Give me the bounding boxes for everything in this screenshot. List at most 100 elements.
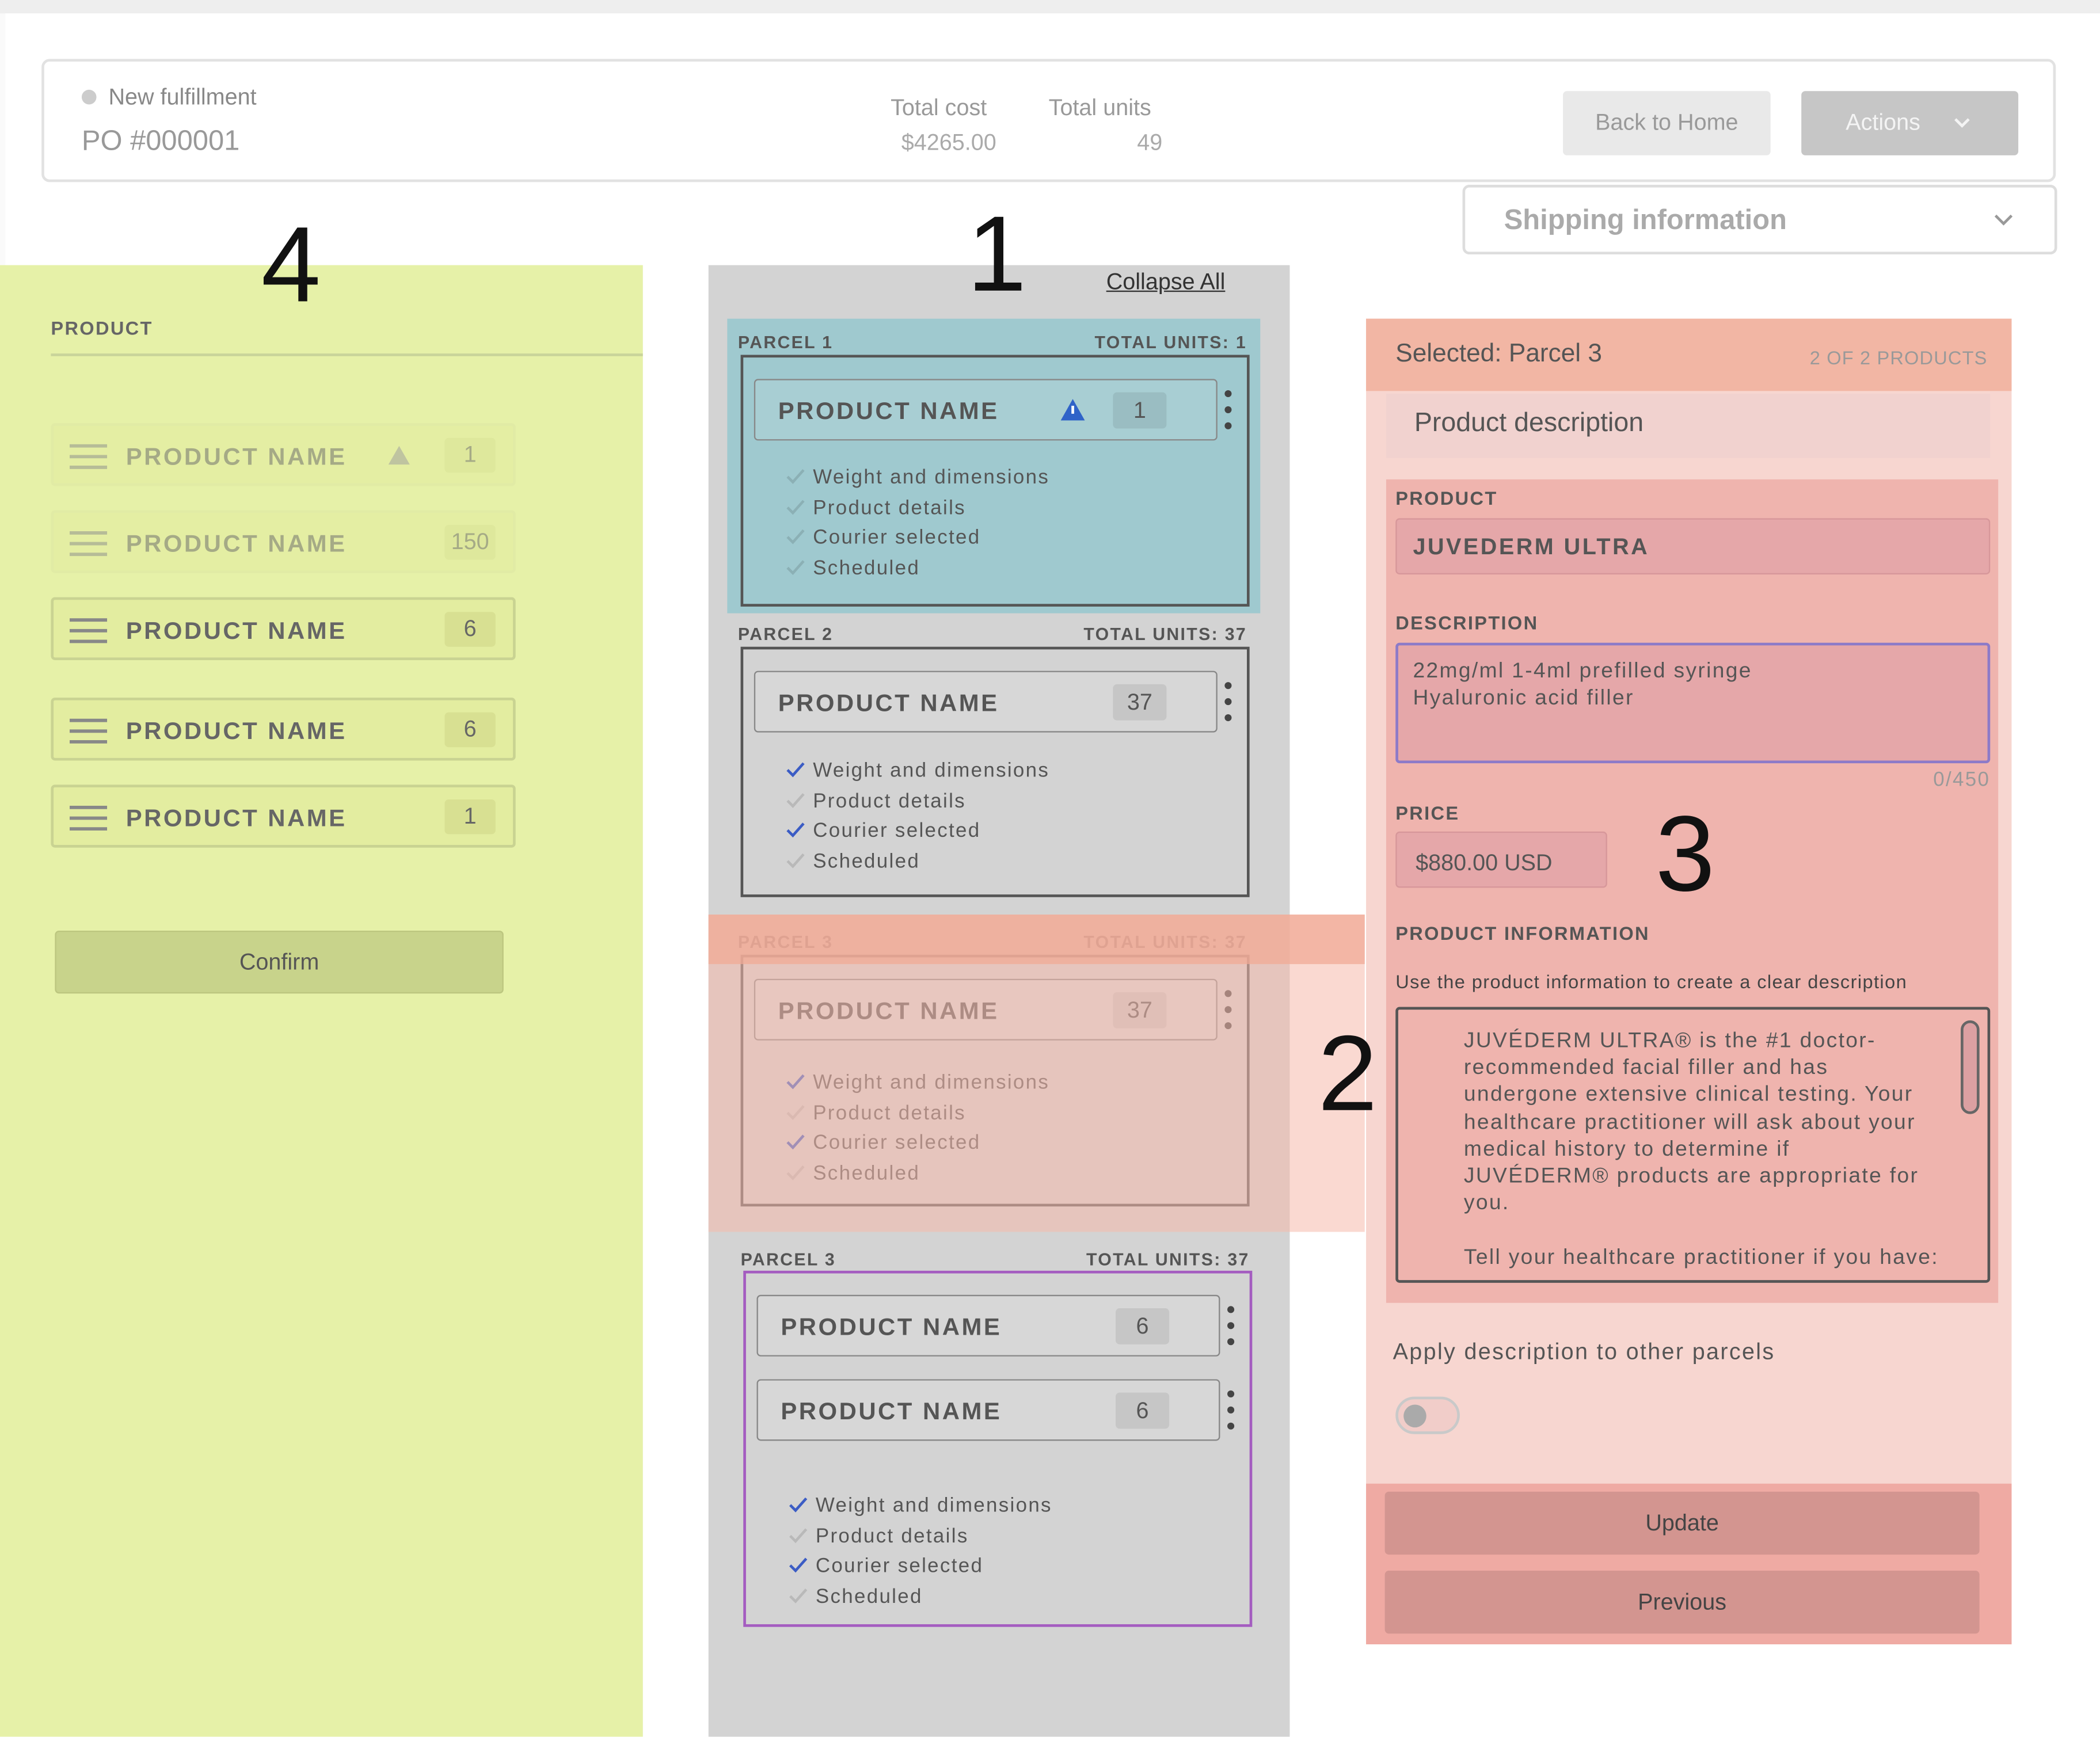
top-strip [0,0,2100,14]
check-icon [786,852,805,868]
product-row[interactable]: PRODUCT NAME 6 [756,1294,1220,1357]
divider [51,353,643,356]
check-icon [786,529,805,544]
product-row[interactable]: PRODUCT NAME 150 [51,510,516,573]
product-name: PRODUCT NAME [125,443,347,470]
info-field[interactable]: JUVÉDERM ULTRA® is the #1 doctor-recomme… [1395,1007,1991,1283]
product-name: PRODUCT NAME [125,617,347,645]
check-icon [789,1557,808,1573]
header: New fulfillment PO #000001 Total cost $4… [41,59,2056,182]
total-cost: $4265.00 [901,129,996,155]
warning-icon [388,445,410,465]
confirm-button[interactable]: Confirm [55,930,504,994]
qty-badge: 1 [1113,392,1167,429]
detail-panel: Selected: Parcel 3 2 OF 2 PRODUCTS Produ… [1366,318,2012,1644]
check-icon [786,499,805,515]
product-row[interactable]: PRODUCT NAME 6 [756,1379,1220,1441]
price-field[interactable]: $880.00 USD [1395,831,1607,888]
check-icon [786,469,805,484]
previous-button[interactable]: Previous [1384,1571,1980,1634]
section-bar: Product description [1386,393,1991,458]
drag-handle [69,531,108,557]
parcel-box: PRODUCT NAME 1 Weight and dimensions Produc… [740,355,1250,607]
checklist-item: Scheduled [813,850,920,873]
product-row[interactable]: PRODUCT NAME 6 [51,597,516,660]
product-name: PRODUCT NAME [125,530,347,557]
annotation: 2 [1318,1014,1378,1133]
checklist-item: Weight and dimensions [815,1494,1052,1517]
qty-badge: 150 [444,524,496,560]
kebab-menu [1224,390,1232,429]
detail-header: Selected: Parcel 3 2 OF 2 PRODUCTS [1366,318,2012,391]
annotation: 1 [967,194,1027,314]
checklist-item: Scheduled [813,556,920,580]
form-area: PRODUCT JUVEDERM ULTRA DESCRIPTION 22mg/… [1386,479,1999,1303]
description-text: 22mg/ml 1-4ml prefilled syringe Hyaluron… [1413,660,1752,710]
parcel-label: PARCEL 1 [737,332,834,352]
product-name: PRODUCT NAME [125,805,347,832]
checklist-item: Courier selected [813,819,981,843]
checklist-item: Product details [813,789,966,813]
product-name: PRODUCT NAME [781,1313,1002,1340]
product-name: PRODUCT NAME [778,690,999,717]
total-cost-label: Total cost [891,95,987,121]
product-count: 2 OF 2 PRODUCTS [1809,346,1988,368]
drag-handle [69,444,108,469]
product-row[interactable]: PRODUCT NAME 1 [51,784,516,848]
selected-parcel: Selected: Parcel 3 [1395,340,1603,368]
highlight-band [708,915,1365,965]
info-text: JUVÉDERM ULTRA® is the #1 doctor-recomme… [1463,1030,1939,1269]
back-button[interactable]: Back to Home [1563,91,1771,155]
total-units-label: Total units [1048,95,1151,121]
description-field[interactable]: 22mg/ml 1-4ml prefilled syringe Hyaluron… [1395,642,1991,764]
info-hint: Use the product information to create a … [1395,970,1908,992]
toggle[interactable] [1395,1396,1460,1434]
status-dot [81,89,97,105]
scrollbar[interactable] [1961,1020,1980,1114]
checklist-item: Courier selected [813,526,981,549]
parcel-units: TOTAL UNITS: 37 [1086,1249,1250,1270]
product-field[interactable]: JUVEDERM ULTRA [1395,518,1991,575]
collapse-all[interactable]: Collapse All [1106,269,1226,295]
product-name: PRODUCT NAME [778,397,999,425]
check-icon [789,1587,808,1603]
qty-badge: 6 [1115,1308,1170,1344]
checklist-item: Weight and dimensions [813,759,1050,782]
qty-badge: 1 [444,437,496,473]
price-value: $880.00 USD [1416,850,1553,876]
parcel-box: PRODUCT NAME 37 Weight and dimensions Produ… [740,646,1250,897]
shipping-dropdown[interactable]: Shipping information [1462,185,2057,255]
product-row[interactable]: PRODUCT NAME 1 [51,423,516,486]
info-label: PRODUCT INFORMATION [1395,922,1650,944]
qty-badge: 6 [1115,1392,1170,1429]
actions-button[interactable]: Actions [1801,91,2019,155]
product-name: PRODUCT NAME [781,1397,1002,1425]
product-row[interactable]: PRODUCT NAME 37 [754,671,1218,733]
checklist-item: Product details [815,1524,969,1548]
shipping-label: Shipping information [1504,204,1787,236]
qty-badge: 37 [1113,684,1167,721]
product-name: PRODUCT NAME [125,718,347,745]
parcel-label: PARCEL 2 [737,624,834,645]
toggle-knob [1403,1404,1426,1428]
description-label: DESCRIPTION [1395,612,1539,634]
parcel-units: TOTAL UNITS: 1 [1094,332,1247,352]
char-counter: 0/450 [1933,768,1991,791]
update-button[interactable]: Update [1384,1491,1980,1555]
drag-handle [69,805,108,831]
apply-label: Apply description to other parcels [1393,1339,1775,1365]
checklist-item: Scheduled [815,1584,923,1608]
parcel-label: PARCEL 3 [740,1249,836,1270]
check-icon [786,822,805,838]
status: New fulfillment [108,84,257,110]
button-area: Update Previous [1366,1483,2012,1644]
kebab-menu [1224,682,1232,722]
annotation: 4 [261,204,321,325]
warning-icon [1060,399,1085,421]
check-icon [786,762,805,778]
product-row[interactable]: PRODUCT NAME 1 [754,379,1218,441]
qty-badge: 6 [444,612,496,647]
check-icon [789,1497,808,1513]
product-row[interactable]: PRODUCT NAME 6 [51,698,516,761]
